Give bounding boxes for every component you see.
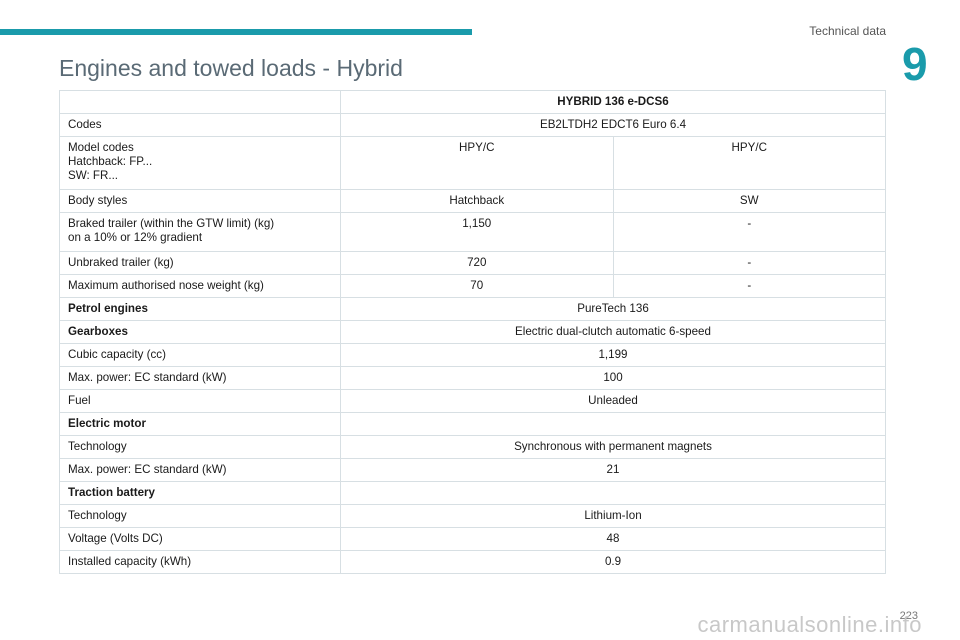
table-row: Installed capacity (kWh) 0.9 — [59, 550, 886, 574]
table-row: Technology Lithium-Ion — [59, 504, 886, 528]
row-value-cubic-capacity: 1,199 — [340, 343, 886, 367]
table-row: Maximum authorised nose weight (kg) 70 - — [59, 274, 886, 298]
row-value-nose-hatchback: 70 — [340, 274, 614, 298]
row-value-body-hatchback: Hatchback — [340, 189, 614, 213]
label-line: Model codes — [68, 141, 134, 154]
row-value-max-power-motor: 21 — [340, 458, 886, 482]
table-row: Max. power: EC standard (kW) 21 — [59, 458, 886, 482]
row-label-electric-motor: Electric motor — [59, 412, 341, 436]
row-label-gearboxes: Gearboxes — [59, 320, 341, 344]
label-line: Hatchback: FP... — [68, 155, 153, 168]
table-row: HYBRID 136 e-DCS6 — [59, 90, 886, 114]
row-value-model-codes-hatchback: HPY/C — [340, 136, 614, 190]
row-value-fuel: Unleaded — [340, 389, 886, 413]
row-label-motor-technology: Technology — [59, 435, 341, 459]
row-value-battery-technology: Lithium-Ion — [340, 504, 886, 528]
table-row: Voltage (Volts DC) 48 — [59, 527, 886, 551]
table-row: Unbraked trailer (kg) 720 - — [59, 251, 886, 275]
row-label-max-power-motor: Max. power: EC standard (kW) — [59, 458, 341, 482]
table-row: Braked trailer (within the GTW limit) (k… — [59, 212, 886, 252]
table-row: Fuel Unleaded — [59, 389, 886, 413]
table-row: Gearboxes Electric dual-clutch automatic… — [59, 320, 886, 344]
row-value-electric-motor — [340, 412, 886, 436]
row-label-codes: Codes — [59, 113, 341, 137]
section-name: Technical data — [809, 24, 886, 38]
engine-spec-table: HYBRID 136 e-DCS6 Codes EB2LTDH2 EDCT6 E… — [59, 90, 886, 574]
row-value-gearboxes: Electric dual-clutch automatic 6-speed — [340, 320, 886, 344]
table-row: Model codes Hatchback: FP... SW: FR... H… — [59, 136, 886, 190]
label-line: Braked trailer (within the GTW limit) (k… — [68, 217, 275, 230]
row-value-braked-sw: - — [612, 212, 886, 252]
row-value-unbraked-sw: - — [612, 251, 886, 275]
table-row: Codes EB2LTDH2 EDCT6 Euro 6.4 — [59, 113, 886, 137]
row-value-nose-sw: - — [612, 274, 886, 298]
row-label-nose-weight: Maximum authorised nose weight (kg) — [59, 274, 341, 298]
table-row: Technology Synchronous with permanent ma… — [59, 435, 886, 459]
row-label-braked-trailer: Braked trailer (within the GTW limit) (k… — [59, 212, 341, 252]
row-value-installed-capacity: 0.9 — [340, 550, 886, 574]
row-label-cubic-capacity: Cubic capacity (cc) — [59, 343, 341, 367]
label-line: SW: FR... — [68, 169, 119, 182]
chapter-number: 9 — [902, 38, 928, 90]
label-line: on a 10% or 12% gradient — [68, 231, 203, 244]
table-row: Body styles Hatchback SW — [59, 189, 886, 213]
row-value-codes: EB2LTDH2 EDCT6 Euro 6.4 — [340, 113, 886, 137]
row-label-unbraked-trailer: Unbraked trailer (kg) — [59, 251, 341, 275]
table-cell-empty — [59, 90, 341, 114]
row-label-traction-battery: Traction battery — [59, 481, 341, 505]
page-number: 223 — [899, 610, 918, 622]
row-label-body-styles: Body styles — [59, 189, 341, 213]
table-header-model: HYBRID 136 e-DCS6 — [340, 90, 886, 114]
row-value-max-power-engine: 100 — [340, 366, 886, 390]
table-row: Traction battery — [59, 481, 886, 505]
row-label-installed-capacity: Installed capacity (kWh) — [59, 550, 341, 574]
row-label-petrol-engines: Petrol engines — [59, 297, 341, 321]
table-row: Max. power: EC standard (kW) 100 — [59, 366, 886, 390]
row-value-traction-battery — [340, 481, 886, 505]
table-row: Electric motor — [59, 412, 886, 436]
row-label-battery-technology: Technology — [59, 504, 341, 528]
table-row: Cubic capacity (cc) 1,199 — [59, 343, 886, 367]
row-value-braked-hatchback: 1,150 — [340, 212, 614, 252]
page-title: Engines and towed loads - Hybrid — [59, 55, 403, 81]
row-value-body-sw: SW — [612, 189, 886, 213]
table-row: Petrol engines PureTech 136 — [59, 297, 886, 321]
row-value-motor-technology: Synchronous with permanent magnets — [340, 435, 886, 459]
row-label-model-codes: Model codes Hatchback: FP... SW: FR... — [59, 136, 341, 190]
row-label-max-power-engine: Max. power: EC standard (kW) — [59, 366, 341, 390]
row-value-voltage: 48 — [340, 527, 886, 551]
row-value-model-codes-sw: HPY/C — [612, 136, 886, 190]
row-value-unbraked-hatchback: 720 — [340, 251, 614, 275]
row-label-fuel: Fuel — [59, 389, 341, 413]
watermark: carmanualsonline.info — [697, 612, 922, 637]
row-value-petrol-engines: PureTech 136 — [340, 297, 886, 321]
top-accent-bar — [0, 29, 472, 35]
row-label-voltage: Voltage (Volts DC) — [59, 527, 341, 551]
